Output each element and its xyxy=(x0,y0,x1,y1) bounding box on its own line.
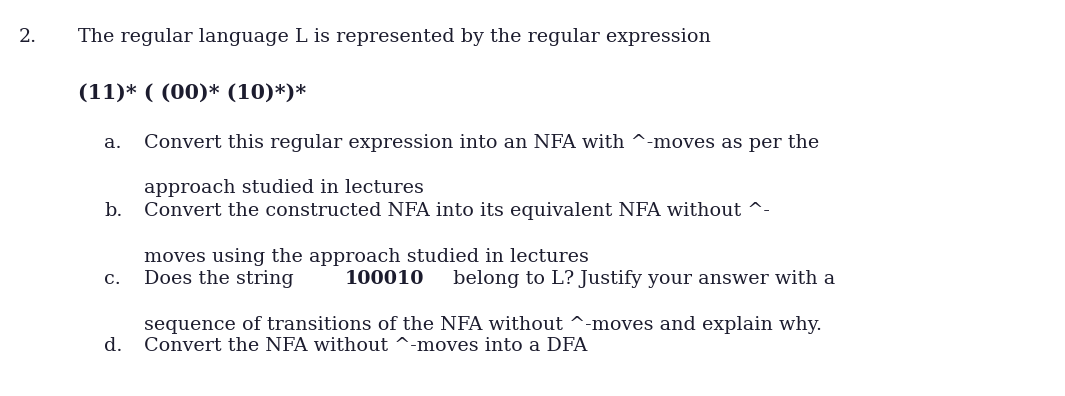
Text: b.: b. xyxy=(104,202,122,220)
Text: 2.: 2. xyxy=(19,28,37,46)
Text: a.: a. xyxy=(104,134,121,152)
Text: 100010: 100010 xyxy=(345,270,425,288)
Text: belong to L? Justify your answer with a: belong to L? Justify your answer with a xyxy=(447,270,836,288)
Text: (11)* ( (00)* (10)*)*: (11)* ( (00)* (10)*)* xyxy=(78,83,306,103)
Text: The regular language L is represented by the regular expression: The regular language L is represented by… xyxy=(78,28,710,46)
Text: moves using the approach studied in lectures: moves using the approach studied in lect… xyxy=(144,248,589,265)
Text: Convert the NFA without ^-moves into a DFA: Convert the NFA without ^-moves into a D… xyxy=(144,337,587,355)
Text: approach studied in lectures: approach studied in lectures xyxy=(144,179,424,197)
Text: Convert the constructed NFA into its equivalent NFA without ^-: Convert the constructed NFA into its equ… xyxy=(144,202,770,220)
Text: Does the string: Does the string xyxy=(144,270,299,288)
Text: sequence of transitions of the NFA without ^-moves and explain why.: sequence of transitions of the NFA witho… xyxy=(144,316,822,333)
Text: c.: c. xyxy=(104,270,121,288)
Text: Convert this regular expression into an NFA with ^-moves as per the: Convert this regular expression into an … xyxy=(144,134,819,152)
Text: d.: d. xyxy=(104,337,122,355)
